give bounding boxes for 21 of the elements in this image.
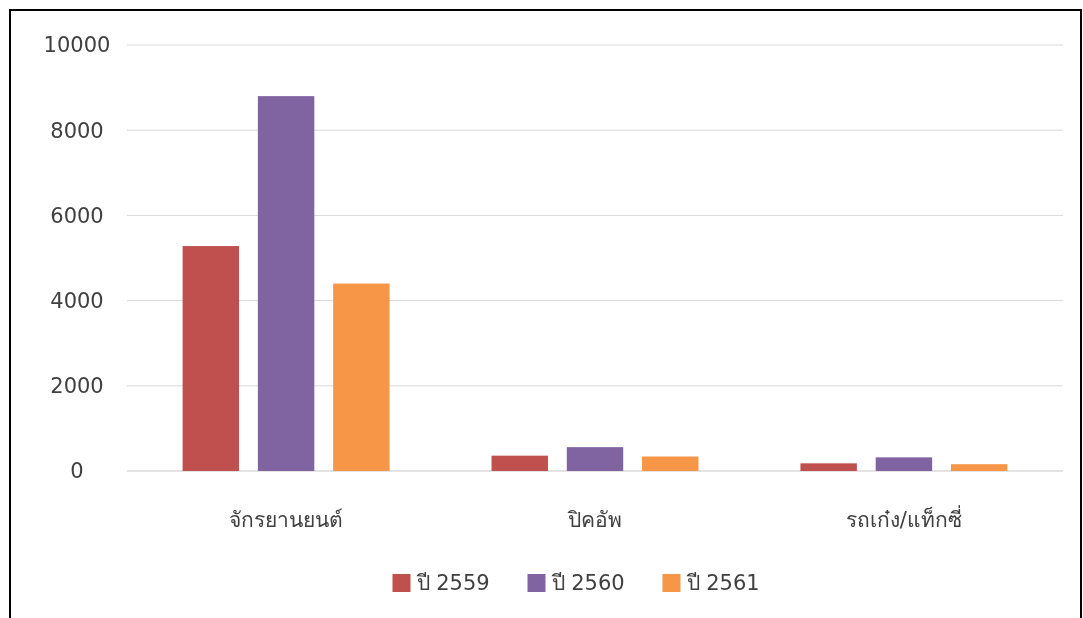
y-tick-label: 8000 [50, 118, 104, 143]
y-tick-label: 0 [70, 459, 84, 484]
legend-label: ปี 2561 [685, 571, 760, 596]
y-tick-label: 4000 [50, 288, 104, 313]
x-tick-label: รถเก๋ง/แท็กซี่ [845, 505, 962, 532]
bar [800, 463, 857, 471]
y-tick-label: 2000 [50, 374, 104, 399]
bar [182, 246, 240, 471]
bar [875, 457, 933, 471]
bar [491, 455, 548, 471]
bar [333, 283, 390, 471]
bar [642, 456, 699, 471]
x-tick-label: จักรยานยนต์ [229, 508, 344, 532]
bar [566, 447, 624, 471]
y-tick-label: 10000 [43, 33, 111, 58]
x-tick-label: ปิคอัพ [567, 508, 622, 532]
bar [257, 96, 315, 471]
y-tick-label: 6000 [50, 203, 104, 228]
legend-label: ปี 2559 [415, 571, 490, 596]
bar [950, 464, 1008, 471]
legend-label: ปี 2560 [550, 571, 625, 596]
